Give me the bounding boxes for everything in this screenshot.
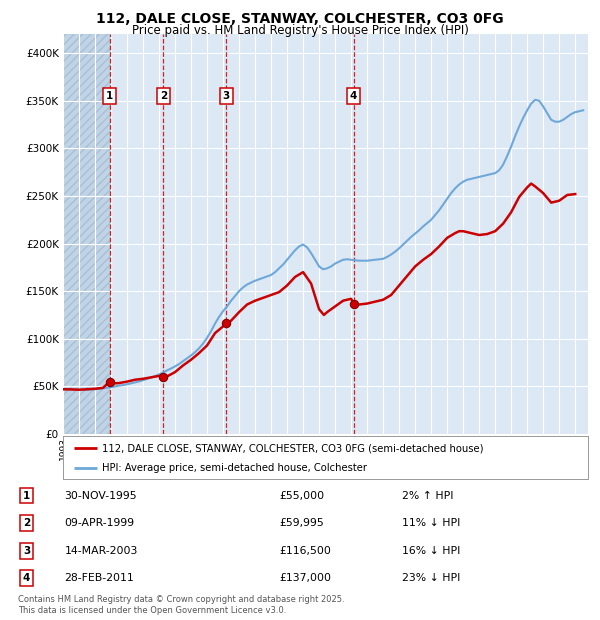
Text: 1: 1 xyxy=(23,490,30,500)
Text: 23% ↓ HPI: 23% ↓ HPI xyxy=(402,574,460,583)
Text: 3: 3 xyxy=(223,91,230,101)
Text: 11% ↓ HPI: 11% ↓ HPI xyxy=(402,518,460,528)
Text: Price paid vs. HM Land Registry's House Price Index (HPI): Price paid vs. HM Land Registry's House … xyxy=(131,24,469,37)
Text: HPI: Average price, semi-detached house, Colchester: HPI: Average price, semi-detached house,… xyxy=(103,463,367,473)
Text: 2: 2 xyxy=(160,91,167,101)
Text: 112, DALE CLOSE, STANWAY, COLCHESTER, CO3 0FG (semi-detached house): 112, DALE CLOSE, STANWAY, COLCHESTER, CO… xyxy=(103,443,484,453)
Text: 3: 3 xyxy=(23,546,30,556)
Bar xyxy=(63,34,110,434)
Text: 2% ↑ HPI: 2% ↑ HPI xyxy=(402,490,454,500)
Text: Contains HM Land Registry data © Crown copyright and database right 2025.
This d: Contains HM Land Registry data © Crown c… xyxy=(18,595,344,614)
Text: 2: 2 xyxy=(23,518,30,528)
Text: 14-MAR-2003: 14-MAR-2003 xyxy=(64,546,138,556)
Text: £59,995: £59,995 xyxy=(280,518,325,528)
Text: 30-NOV-1995: 30-NOV-1995 xyxy=(64,490,137,500)
Text: 4: 4 xyxy=(23,574,30,583)
Text: 28-FEB-2011: 28-FEB-2011 xyxy=(64,574,134,583)
Text: £137,000: £137,000 xyxy=(280,574,332,583)
Text: 1: 1 xyxy=(106,91,113,101)
Text: 16% ↓ HPI: 16% ↓ HPI xyxy=(402,546,460,556)
Text: 112, DALE CLOSE, STANWAY, COLCHESTER, CO3 0FG: 112, DALE CLOSE, STANWAY, COLCHESTER, CO… xyxy=(96,12,504,27)
Text: £55,000: £55,000 xyxy=(280,490,325,500)
Bar xyxy=(63,34,110,434)
Text: £116,500: £116,500 xyxy=(280,546,332,556)
Text: 09-APR-1999: 09-APR-1999 xyxy=(64,518,134,528)
Text: 4: 4 xyxy=(350,91,358,101)
